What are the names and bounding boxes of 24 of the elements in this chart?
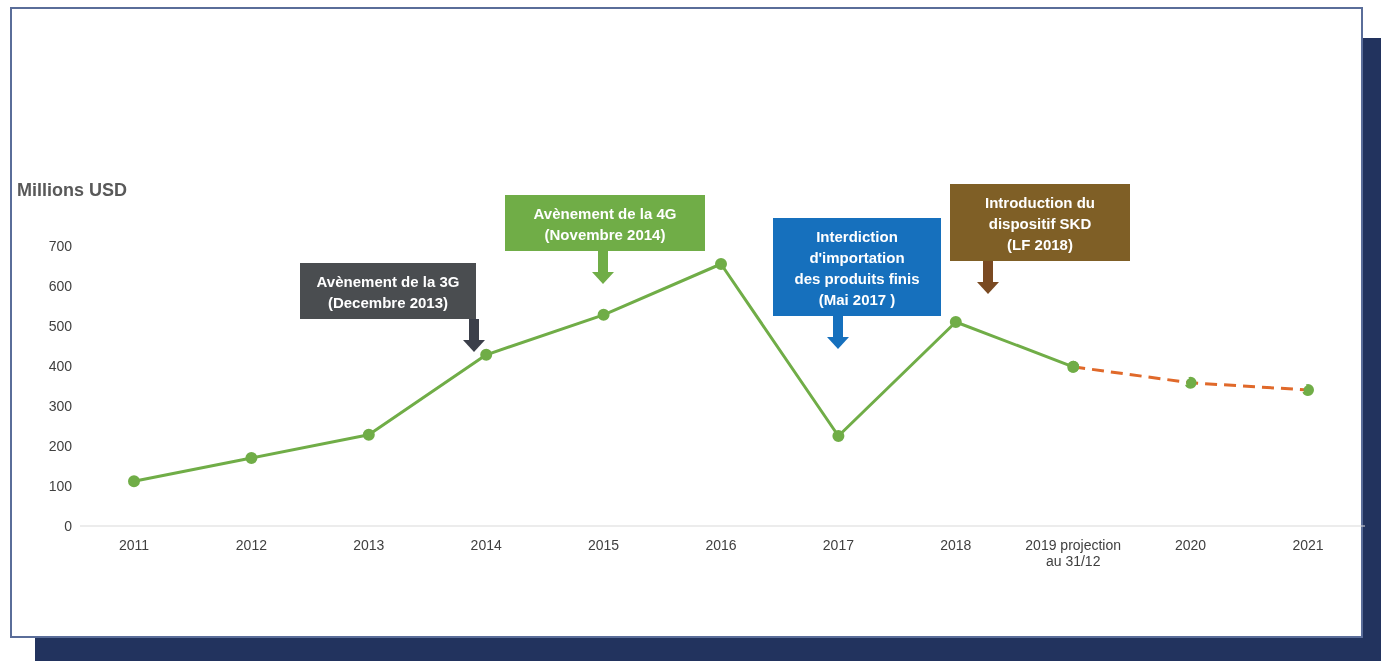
x-tick-label: 2012 xyxy=(235,537,268,553)
y-tick-label: 0 xyxy=(64,517,73,534)
y-tick-label: 300 xyxy=(48,397,73,414)
x-tick-label: 2021 xyxy=(1292,537,1324,553)
text: Avènement de la 4G (Novembre 2014) xyxy=(533,205,677,243)
y-tick-label: 100 xyxy=(48,477,73,494)
y-tick-label: 400 xyxy=(48,357,73,374)
x-tick-label: 2011 xyxy=(118,537,150,553)
x-tick-label: 2017 xyxy=(822,537,855,553)
annotation: Introduction du dispositif SKD (LF 2018) xyxy=(985,194,1095,253)
annotation: Interdiction d'importation des produits finis (Mai 2017 ) xyxy=(794,228,920,308)
y-tick-label: 500 xyxy=(48,317,73,334)
y-tick-label: 200 xyxy=(48,437,73,454)
annotation: Avènement de la 3G (Decembre 2013) xyxy=(316,273,460,311)
x-tick-label: 2014 xyxy=(470,537,502,553)
y-tick-label: 700 xyxy=(48,237,73,254)
x-tick-label: 2019 projection au 31/12 xyxy=(1025,537,1122,569)
y-axis-title: Millions USD xyxy=(17,180,128,201)
y-tick-label: 600 xyxy=(48,277,73,294)
x-tick-label: 2015 xyxy=(588,537,620,553)
x-tick-label: 2018 xyxy=(940,537,972,553)
x-tick-label: 2016 xyxy=(705,537,737,553)
x-tick-label: 2020 xyxy=(1175,537,1207,553)
x-tick-label: 2013 xyxy=(353,537,385,553)
